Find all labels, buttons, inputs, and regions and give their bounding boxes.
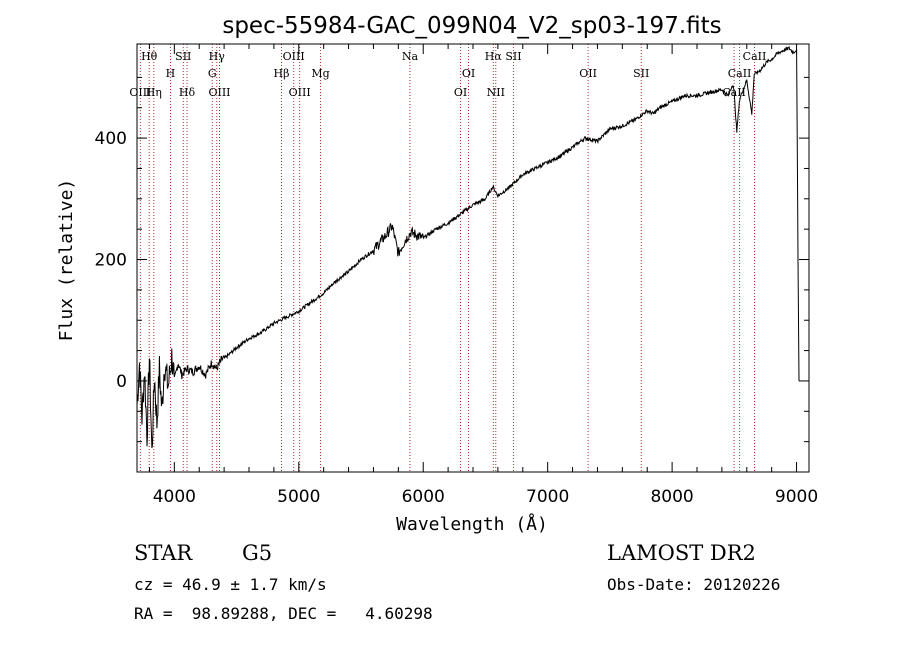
object-class: STAR (134, 541, 193, 565)
line-label: OIII (129, 86, 151, 99)
obs-date: Obs-Date: 20120226 (607, 575, 780, 594)
line-label: OII (579, 67, 597, 80)
y-axis-label: Flux (relative) (56, 179, 77, 342)
redshift-cz: cz = 46.9 ± 1.7 km/s (134, 575, 327, 594)
x-tick-label: 7000 (526, 487, 569, 507)
spectrum-line (136, 45, 800, 449)
line-label: Mg (311, 67, 329, 80)
y-tick-label: 0 (116, 372, 127, 392)
line-label: OI (454, 86, 467, 99)
line-label: OIII (289, 86, 311, 99)
line-label: SII (175, 50, 191, 63)
line-label: NII (487, 86, 505, 99)
ra-dec: RA = 98.89288, DEC = 4.60298 (134, 604, 433, 623)
plot-frame (136, 43, 810, 473)
x-tick-label: 6000 (402, 487, 445, 507)
line-label: Hγ (209, 50, 226, 63)
x-tick-label: 8000 (650, 487, 693, 507)
line-label: CaII (728, 67, 752, 80)
x-axis-label: Wavelength (Å) (396, 513, 548, 535)
line-label: OIII (208, 86, 230, 99)
x-tick-label: 9000 (775, 487, 818, 507)
line-label: OIII (283, 50, 305, 63)
line-label: CaII (743, 50, 767, 63)
line-label: Hα (485, 50, 503, 63)
line-label: G (208, 67, 217, 80)
x-tick-label: 4000 (153, 487, 196, 507)
chart-title: spec-55984-GAC_099N04_V2_sp03-197.fits (222, 13, 721, 39)
line-label: SII (505, 50, 521, 63)
y-axis-ticks: 0 200 400 (95, 76, 809, 443)
line-label: OI (462, 67, 475, 80)
line-label: SII (633, 67, 649, 80)
line-label: Hβ (274, 67, 290, 80)
y-tick-label: 400 (95, 129, 127, 149)
x-axis-ticks: 4000 5000 6000 7000 8000 9000 (148, 44, 818, 507)
y-tick-label: 200 (95, 251, 127, 271)
object-subclass: G5 (242, 541, 272, 565)
line-label: Hδ (179, 86, 196, 99)
line-label: Na (402, 50, 419, 63)
x-tick-label: 5000 (277, 487, 320, 507)
line-label: Hθ (141, 50, 158, 63)
line-label: Hη (146, 86, 162, 99)
survey-name: LAMOST DR2 (607, 541, 756, 565)
line-label: H (166, 67, 176, 80)
spectral-line-markers (139, 44, 755, 472)
